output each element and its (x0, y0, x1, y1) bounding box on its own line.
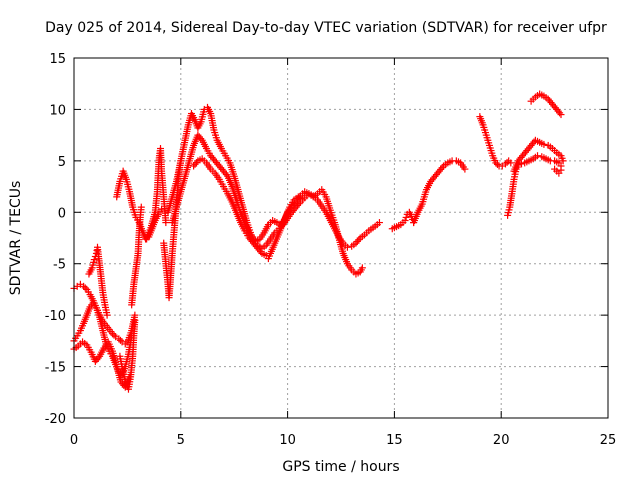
data-point (116, 336, 124, 344)
x-tick-label: 25 (600, 433, 617, 448)
series-track-11 (168, 131, 383, 252)
y-tick-label: -20 (45, 412, 66, 427)
series-track-19 (551, 165, 565, 177)
series-track-15 (476, 113, 515, 170)
y-axis-label: SDTVAR / TECUs (8, 181, 24, 296)
series-track-4 (85, 243, 111, 319)
data-point (401, 217, 409, 225)
data-point (557, 111, 565, 119)
data-point (493, 160, 501, 168)
data-point (192, 159, 200, 167)
chart-title: Day 025 of 2014, Sidereal Day-to-day VTE… (45, 20, 607, 36)
data-point (103, 311, 111, 319)
data-point (358, 264, 366, 272)
data-point (534, 152, 542, 160)
data-point (355, 236, 363, 244)
plot-frame (73, 57, 609, 419)
data-point (90, 256, 98, 264)
data-point (438, 164, 446, 172)
data-point (507, 159, 515, 167)
series-track-7 (128, 203, 145, 309)
x-tick-labels: 0 5 10 15 20 25 (70, 433, 616, 448)
y-tick-label: 15 (49, 52, 66, 67)
y-tick-label: 5 (58, 155, 66, 170)
data-point (131, 316, 139, 324)
series-track-14 (410, 157, 469, 227)
data-point (559, 157, 567, 165)
x-tick-label: 0 (70, 433, 78, 448)
x-axis-label: GPS time / hours (282, 459, 399, 475)
grid-lines (74, 58, 608, 418)
y-tick-label: 10 (49, 103, 66, 118)
y-tick-label: -15 (45, 361, 66, 376)
x-tick-label: 15 (386, 433, 403, 448)
y-tick-labels: -20 -15 -10 -5 0 5 10 15 (45, 52, 66, 427)
data-point (557, 166, 565, 174)
series-track-12 (190, 155, 366, 278)
y-tick-label: 0 (58, 206, 66, 221)
x-tick-label: 20 (493, 433, 510, 448)
data-point (461, 165, 469, 173)
data-point (110, 331, 118, 339)
data-point (501, 160, 509, 168)
data-point (375, 219, 383, 227)
series-track-3 (70, 338, 134, 391)
data-point (402, 213, 410, 221)
series-track-18 (527, 90, 565, 119)
x-tick-label: 10 (279, 433, 296, 448)
series-track-17 (510, 136, 567, 175)
data-point (517, 160, 525, 168)
data-point (556, 109, 564, 117)
data-point (492, 159, 500, 167)
data-point (81, 284, 89, 292)
data-point (343, 243, 351, 251)
y-tick-label: -5 (53, 258, 66, 273)
data-points (70, 90, 567, 393)
x-tick-label: 5 (177, 433, 185, 448)
data-point (222, 171, 230, 179)
data-point (291, 200, 299, 208)
data-point (137, 203, 145, 211)
data-point (94, 354, 102, 362)
series-track-5 (116, 316, 139, 393)
data-point (108, 330, 116, 338)
data-point (197, 135, 205, 143)
axis-ticks (73, 57, 609, 419)
y-tick-label: -10 (45, 309, 66, 324)
data-point (80, 282, 88, 290)
series-track-16 (504, 152, 565, 219)
data-point (257, 248, 265, 256)
data-point (115, 335, 123, 343)
series-track-8 (143, 145, 170, 243)
data-point (162, 219, 170, 227)
data-point (540, 140, 548, 148)
